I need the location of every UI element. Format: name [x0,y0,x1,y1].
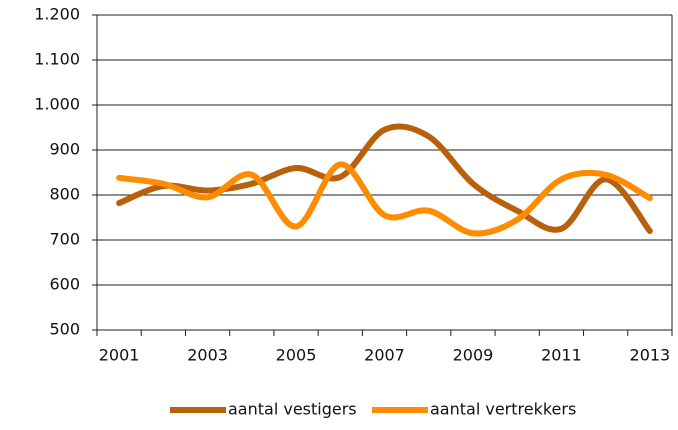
x-tick-label: 2001 [99,346,140,365]
x-tick-label: 2011 [541,346,582,365]
x-tick-label: 2003 [187,346,228,365]
y-tick-label: 800 [49,185,80,204]
series-line [116,123,653,234]
y-tick-label: 1.100 [34,50,80,69]
y-tick-label: 600 [49,275,80,294]
legend-label: aantal vertrekkers [430,400,576,419]
x-tick-label: 2013 [630,346,671,365]
series-line [116,161,653,237]
y-tick-label: 900 [49,140,80,159]
y-tick-label: 500 [49,320,80,339]
x-tick-label: 2009 [453,346,494,365]
y-tick-label: 1.200 [34,5,80,24]
x-tick-label: 2007 [364,346,405,365]
legend-label: aantal vestigers [228,400,357,419]
y-tick-label: 1.000 [34,95,80,114]
x-tick-label: 2005 [276,346,317,365]
y-tick-label: 700 [49,230,80,249]
